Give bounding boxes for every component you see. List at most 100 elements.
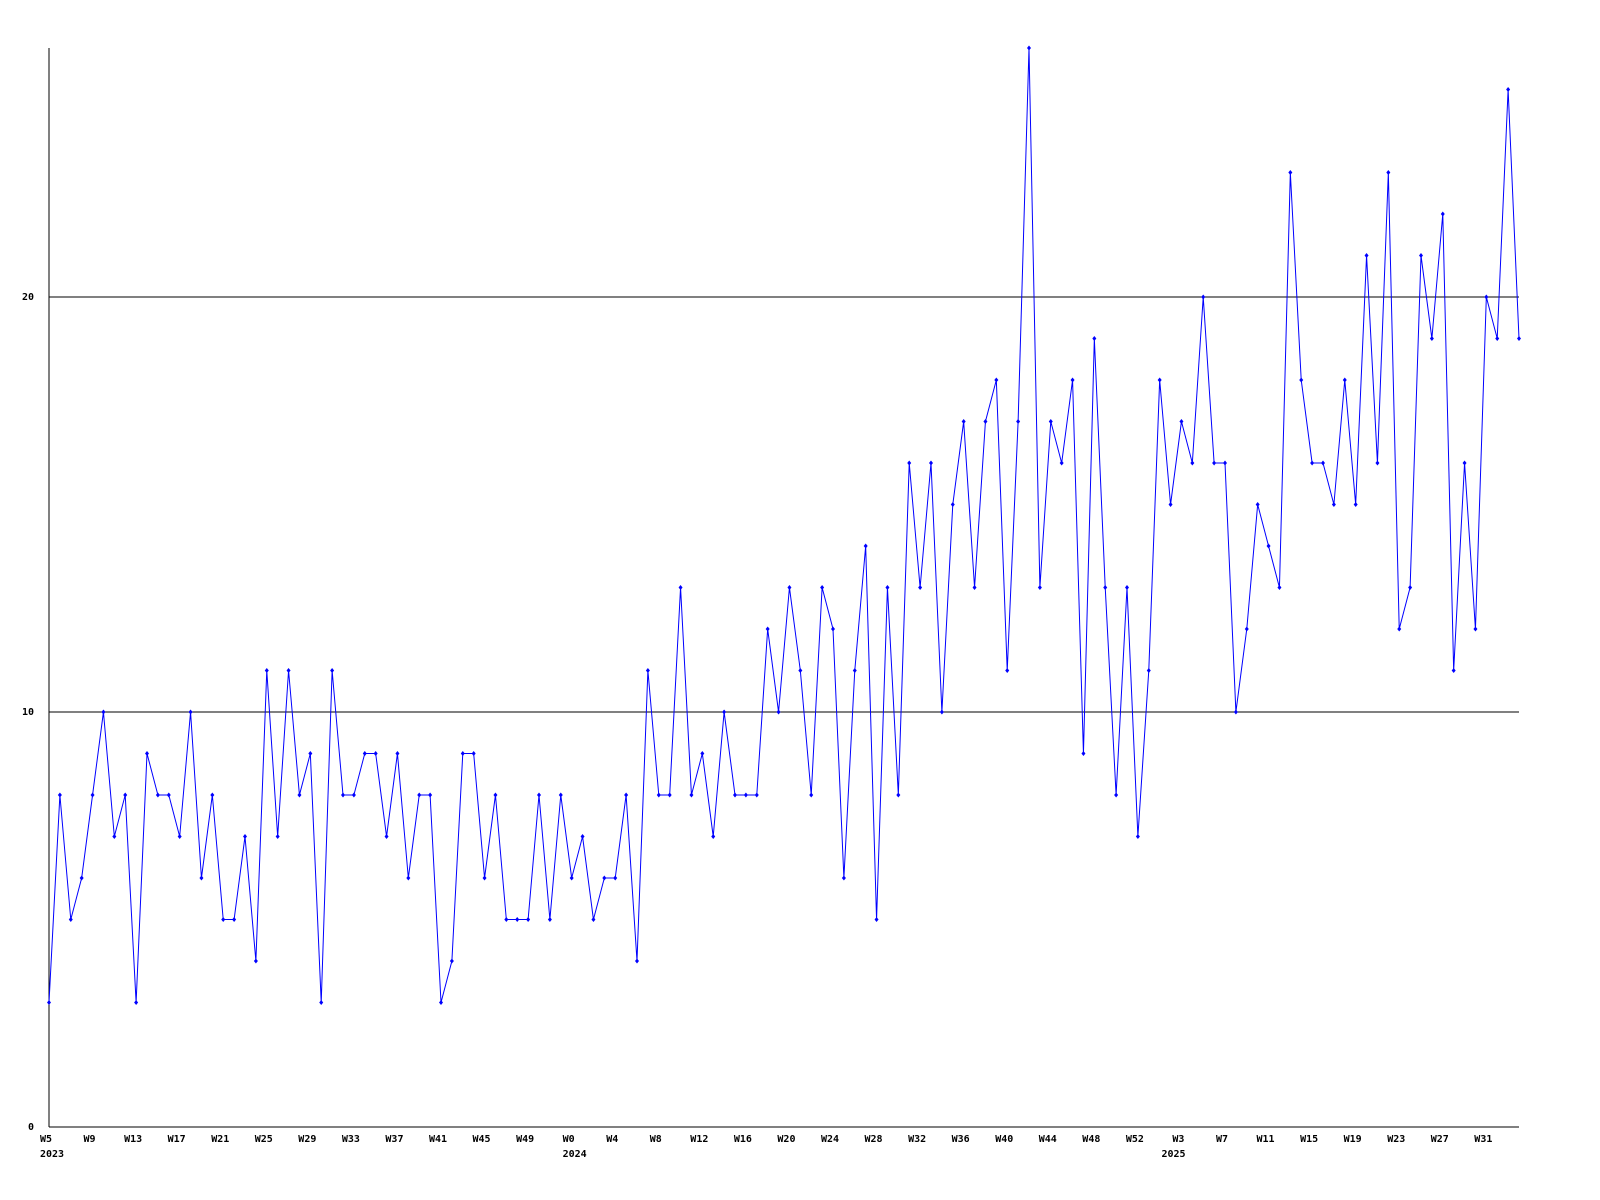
point-marker — [1310, 460, 1315, 466]
point-marker — [1059, 460, 1064, 466]
y-tick-label: 10 — [22, 707, 34, 718]
point-marker — [1419, 253, 1423, 258]
point-marker — [645, 668, 650, 673]
point-marker — [1397, 626, 1402, 632]
point-marker — [1244, 626, 1249, 632]
point-marker — [1135, 834, 1140, 839]
point-marker — [776, 709, 781, 715]
point-marker — [1484, 294, 1489, 300]
point-marker — [765, 626, 770, 632]
point-marker — [841, 875, 846, 881]
x-tick-label: W49 — [516, 1134, 534, 1145]
point-marker — [1353, 502, 1358, 507]
point-marker — [1081, 751, 1086, 756]
point-marker — [57, 792, 62, 798]
x-tick-label: W33 — [342, 1134, 360, 1145]
x-tick-label: W19 — [1344, 1134, 1362, 1145]
point-marker — [972, 585, 977, 590]
x-tick-label: W11 — [1257, 1134, 1275, 1145]
point-marker — [798, 668, 803, 673]
point-marker — [1299, 377, 1304, 383]
point-marker — [874, 917, 879, 922]
point-marker — [134, 1000, 139, 1005]
x-tick-label: W17 — [168, 1134, 186, 1145]
point-marker — [515, 917, 520, 922]
point-marker — [1331, 502, 1336, 507]
point-marker — [1223, 460, 1227, 466]
point-marker — [983, 419, 988, 424]
point-marker — [79, 875, 84, 881]
point-marker — [700, 751, 705, 756]
point-marker — [166, 792, 171, 798]
point-marker — [961, 419, 966, 424]
point-marker — [613, 875, 618, 881]
x-tick-label: W15 — [1300, 1134, 1318, 1145]
x-tick-label: W8 — [650, 1134, 662, 1145]
point-marker — [1048, 419, 1053, 424]
point-marker — [852, 668, 857, 673]
point-marker — [221, 917, 226, 922]
point-marker — [1157, 377, 1162, 383]
x-tick-label: W23 — [1387, 1134, 1405, 1145]
point-marker — [330, 668, 335, 673]
x-tick-label: W12 — [690, 1134, 708, 1145]
x-tick-label: W37 — [385, 1134, 403, 1145]
point-marker — [308, 751, 313, 756]
point-marker — [504, 917, 509, 922]
point-marker — [232, 917, 237, 922]
point-marker — [341, 792, 345, 798]
x-tick-label: W16 — [734, 1134, 752, 1145]
point-marker — [885, 585, 890, 590]
point-marker — [602, 875, 607, 881]
x-tick-label: W20 — [777, 1134, 795, 1145]
x-tick-label: W3 — [1172, 1134, 1184, 1145]
point-marker — [68, 917, 73, 922]
point-marker — [863, 543, 868, 549]
x-tick-label: W7 — [1216, 1134, 1228, 1145]
x-tick-label: W9 — [84, 1134, 96, 1145]
point-marker — [1233, 709, 1238, 715]
point-marker — [896, 792, 901, 798]
point-marker — [1277, 585, 1282, 590]
point-marker — [722, 709, 727, 715]
point-marker — [526, 917, 531, 922]
point-marker — [1429, 336, 1434, 341]
y-tick-label: 0 — [28, 1122, 34, 1133]
point-marker — [47, 1000, 51, 1005]
point-marker — [929, 460, 933, 466]
point-marker — [1168, 502, 1173, 507]
point-marker — [537, 792, 541, 798]
point-marker — [210, 792, 215, 798]
point-marker — [449, 958, 454, 964]
point-marker — [569, 875, 574, 881]
x-tick-label: W36 — [952, 1134, 970, 1145]
x-tick-label: W48 — [1082, 1134, 1100, 1145]
point-marker — [558, 792, 563, 798]
point-marker — [1495, 336, 1500, 341]
point-marker — [297, 792, 302, 798]
point-marker — [1114, 792, 1119, 798]
point-marker — [918, 585, 923, 590]
point-marker — [493, 792, 498, 798]
year-label: 2023 — [40, 1149, 64, 1160]
point-marker — [1027, 45, 1031, 51]
point-marker — [994, 377, 999, 383]
point-marker — [950, 502, 955, 507]
point-marker — [635, 958, 639, 964]
x-tick-label: W13 — [124, 1134, 142, 1145]
x-tick-label: W40 — [995, 1134, 1013, 1145]
point-marker — [1288, 170, 1293, 175]
point-marker — [831, 626, 835, 632]
point-marker — [145, 751, 149, 756]
point-marker — [101, 709, 106, 715]
point-marker — [907, 460, 912, 466]
x-tick-label: W44 — [1039, 1134, 1057, 1145]
point-marker — [1005, 668, 1010, 673]
point-marker — [1266, 543, 1271, 549]
point-marker — [1179, 419, 1184, 424]
point-marker — [1506, 87, 1511, 92]
x-tick-label: W27 — [1431, 1134, 1449, 1145]
point-marker — [1146, 668, 1151, 673]
point-marker — [1386, 170, 1391, 175]
point-marker — [482, 875, 487, 881]
